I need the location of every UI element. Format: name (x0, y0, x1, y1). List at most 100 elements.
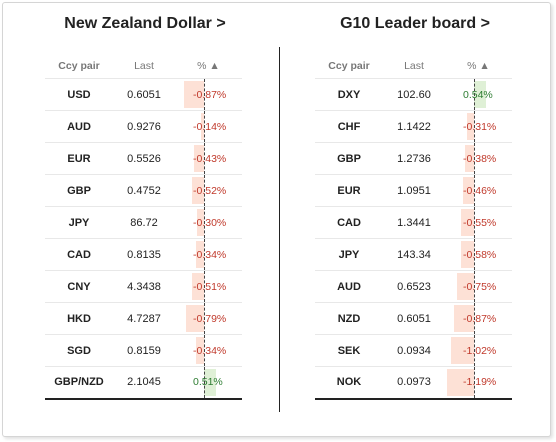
ccy-pair-cell: GBP/NZD (45, 366, 113, 400)
change-bar (466, 113, 474, 140)
percent-change-value: -0.58% (463, 248, 497, 261)
table-row[interactable]: CAD 1.3441 -0.55% (315, 206, 512, 239)
percent-change-value: -0.38% (463, 152, 497, 165)
change-bar (192, 273, 204, 300)
zero-line (204, 239, 205, 270)
table-row[interactable]: SEK 0.0934 -1.02% (315, 334, 512, 367)
change-bar (196, 241, 204, 268)
ccy-pair-cell: DXY (315, 78, 383, 111)
table-row[interactable]: JPY 143.34 -0.58% (315, 238, 512, 271)
last-header[interactable]: Last (383, 53, 445, 79)
change-bar (197, 209, 204, 236)
percent-change-cell: -0.87% (175, 78, 242, 111)
ccy-pair-cell: CAD (45, 238, 113, 271)
table-row[interactable]: USD 0.6051 -0.87% (45, 78, 242, 111)
last-price-cell: 4.3438 (113, 270, 175, 303)
last-header[interactable]: Last (113, 53, 175, 79)
percent-change-value: -0.87% (463, 312, 497, 325)
percent-change-value: -0.14% (193, 120, 227, 133)
zero-line (204, 111, 205, 142)
percent-change-value: -0.79% (193, 312, 227, 325)
zero-line (474, 79, 475, 110)
change-bar (183, 81, 204, 108)
table-row[interactable]: GBP 1.2736 -0.38% (315, 142, 512, 175)
table-header-row: Ccy pair Last % ▲ (315, 53, 512, 79)
ccy-pair-cell: GBP (315, 142, 383, 175)
percent-change-value: -0.34% (193, 248, 227, 261)
percent-change-cell: -0.34% (175, 238, 242, 271)
table-row[interactable]: SGD 0.8159 -0.34% (45, 334, 242, 367)
table-row[interactable]: CNY 4.3438 -0.51% (45, 270, 242, 303)
zero-line (474, 303, 475, 334)
zero-line (474, 367, 475, 398)
ccy-pair-cell: NOK (315, 366, 383, 400)
table-row[interactable]: EUR 0.5526 -0.43% (45, 142, 242, 175)
percent-change-cell: -0.75% (445, 270, 512, 303)
change-bar (446, 369, 474, 396)
table-row[interactable]: AUD 0.9276 -0.14% (45, 110, 242, 143)
table-row[interactable]: JPY 86.72 -0.30% (45, 206, 242, 239)
table-row[interactable]: AUD 0.6523 -0.75% (315, 270, 512, 303)
table-row[interactable]: CHF 1.1422 -0.31% (315, 110, 512, 143)
change-bar (456, 273, 474, 300)
change-bar (474, 81, 487, 108)
ccy-pair-header[interactable]: Ccy pair (315, 53, 383, 79)
percent-change-cell: -0.31% (445, 110, 512, 143)
nzd-rates-body: USD 0.6051 -0.87% AUD 0.9276 -0.14% EUR 0.5526 -… (45, 78, 242, 400)
ccy-pair-cell: HKD (45, 302, 113, 335)
last-price-cell: 0.8159 (113, 334, 175, 367)
last-price-cell: 0.8135 (113, 238, 175, 271)
zero-line (204, 303, 205, 334)
percent-change-cell: -0.51% (175, 270, 242, 303)
percent-change-cell: -0.43% (175, 142, 242, 175)
last-price-cell: 1.2736 (383, 142, 445, 175)
percent-change-cell: -0.34% (175, 334, 242, 367)
change-bar (194, 145, 204, 172)
ccy-pair-cell: JPY (315, 238, 383, 271)
nzd-rates-table: Ccy pair Last % ▲ USD 0.6051 -0.87% AUD 0.92… (45, 53, 242, 400)
zero-line (474, 175, 475, 206)
percent-change-cell: 0.54% (445, 78, 512, 111)
percent-change-cell: -0.58% (445, 238, 512, 271)
table-row[interactable]: HKD 4.7287 -0.79% (45, 302, 242, 335)
ccy-pair-header[interactable]: Ccy pair (45, 53, 113, 79)
last-price-cell: 2.1045 (113, 366, 175, 400)
last-price-cell: 0.0973 (383, 366, 445, 400)
ccy-pair-cell: EUR (315, 174, 383, 207)
panel-divider (279, 47, 280, 412)
percent-change-value: -1.19% (463, 376, 497, 389)
percent-change-cell: -0.79% (175, 302, 242, 335)
last-price-cell: 1.3441 (383, 206, 445, 239)
ccy-pair-cell: GBP (45, 174, 113, 207)
table-row[interactable]: DXY 102.60 0.54% (315, 78, 512, 111)
last-price-cell: 4.7287 (113, 302, 175, 335)
percent-change-value: -0.51% (193, 280, 227, 293)
ccy-pair-cell: EUR (45, 142, 113, 175)
fx-widget-card: New Zealand Dollar > Ccy pair Last % ▲ U… (2, 2, 551, 437)
table-row[interactable]: NZD 0.6051 -0.87% (315, 302, 512, 335)
table-row[interactable]: CAD 0.8135 -0.34% (45, 238, 242, 271)
percent-change-value: -1.02% (463, 344, 497, 357)
table-row[interactable]: GBP 0.4752 -0.52% (45, 174, 242, 207)
ccy-pair-cell: AUD (315, 270, 383, 303)
table-row[interactable]: NOK 0.0973 -1.19% (315, 366, 512, 400)
zero-line (204, 175, 205, 206)
table-row[interactable]: EUR 1.0951 -0.46% (315, 174, 512, 207)
g10-panel-title-link[interactable]: G10 Leader board > (340, 15, 490, 32)
nzd-panel-title-link[interactable]: New Zealand Dollar > (64, 15, 226, 32)
percent-change-value: -0.75% (463, 280, 497, 293)
table-row[interactable]: GBP/NZD 2.1045 0.51% (45, 366, 242, 400)
g10-rates-table: Ccy pair Last % ▲ DXY 102.60 0.54% CHF 1.142… (315, 53, 512, 400)
last-price-cell: 0.6051 (113, 78, 175, 111)
last-price-cell: 0.5526 (113, 142, 175, 175)
ccy-pair-cell: NZD (315, 302, 383, 335)
percent-change-cell: -0.14% (175, 110, 242, 143)
zero-line (204, 143, 205, 174)
percent-change-sort-header[interactable]: % ▲ (175, 53, 242, 79)
zero-line (474, 143, 475, 174)
percent-change-sort-header[interactable]: % ▲ (445, 53, 512, 79)
zero-line (204, 79, 205, 110)
percent-change-value: 0.51% (193, 376, 223, 389)
percent-change-cell: -0.52% (175, 174, 242, 207)
table-header-row: Ccy pair Last % ▲ (45, 53, 242, 79)
